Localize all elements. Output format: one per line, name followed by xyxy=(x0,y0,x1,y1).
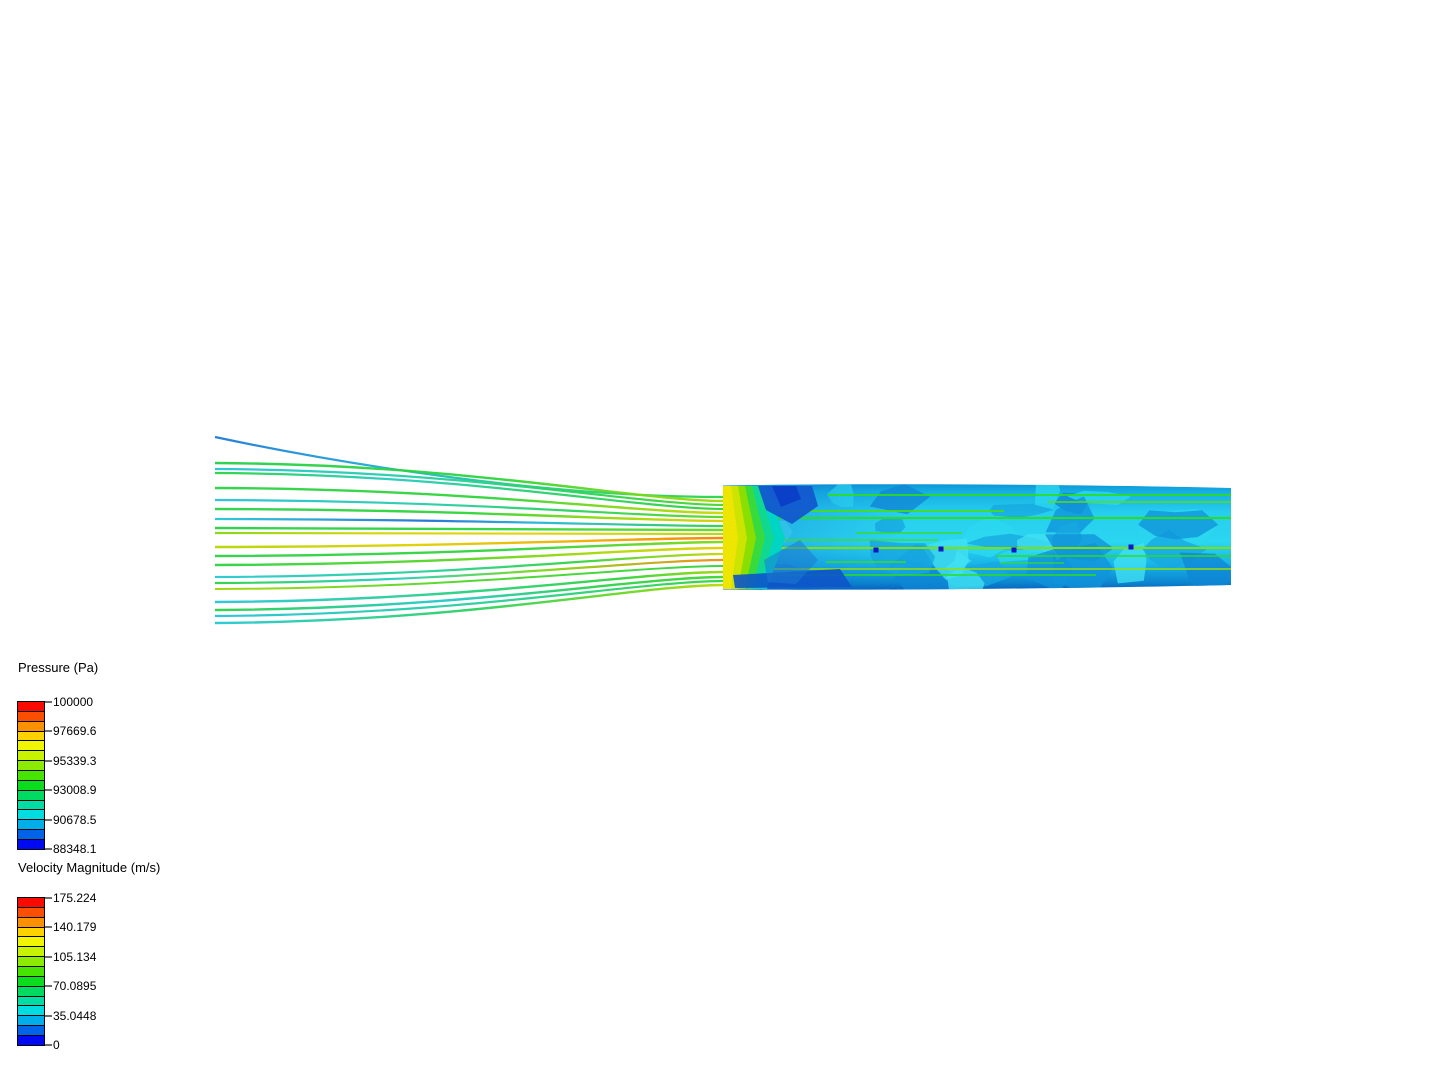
pressure-colorbar-segment xyxy=(18,800,44,811)
pressure-tick-label: 93008.9 xyxy=(53,783,97,798)
velocity-colorbar-segment xyxy=(18,898,44,908)
velocity-colorbar-segment xyxy=(18,957,44,968)
pressure-tick-mark xyxy=(45,818,52,821)
pressure-contour-patch xyxy=(946,567,985,590)
streamline xyxy=(214,536,724,549)
pressure-colorbar-segment xyxy=(18,820,44,831)
streamline xyxy=(214,558,724,585)
velocity-tick-mark xyxy=(45,1044,52,1046)
streamline xyxy=(214,565,724,590)
streamline xyxy=(214,517,724,528)
streamline xyxy=(214,546,724,567)
velocity-tick-mark xyxy=(45,1014,52,1017)
pressure-tick-label: 97669.6 xyxy=(53,724,97,739)
inlet-pressure-band xyxy=(723,486,738,589)
streamline xyxy=(214,570,724,604)
pressure-colorbar-segment xyxy=(18,731,44,742)
pressure-contour-patch xyxy=(1026,547,1073,590)
pressure-colorbar-segment xyxy=(18,711,44,722)
velocity-colorbar-segment xyxy=(18,1016,44,1027)
pressure-tick-mark xyxy=(45,701,52,703)
pressure-tick-label: 90678.5 xyxy=(53,812,97,827)
pressure-legend-title: Pressure (Pa) xyxy=(18,660,99,675)
streamline xyxy=(214,540,724,558)
low-pressure-dot xyxy=(938,546,944,552)
velocity-colorbar-segment xyxy=(18,937,44,948)
low-pressure-dot xyxy=(873,547,879,553)
velocity-colorbar-segment xyxy=(18,927,44,938)
streamline xyxy=(214,486,724,515)
pressure-contour-patch xyxy=(989,503,1055,518)
velocity-colorbar-segment xyxy=(18,1036,44,1045)
pressure-colorbar-segment xyxy=(18,810,44,821)
pressure-legend: Pressure (Pa) 100000 97669.6 95339.3 93008.… xyxy=(17,660,177,860)
velocity-colorbar xyxy=(17,897,45,1046)
pressure-contour-patch xyxy=(1113,542,1147,584)
low-pressure-patch xyxy=(758,486,818,524)
streamline xyxy=(214,471,724,511)
velocity-colorbar-segment xyxy=(18,996,44,1007)
pressure-tick-mark xyxy=(45,789,52,792)
velocity-tick-label: 0 xyxy=(53,1038,60,1052)
streamline xyxy=(214,507,724,523)
streamline xyxy=(214,552,724,579)
velocity-tick-label: 70.0895 xyxy=(53,979,97,994)
pressure-contour-patch xyxy=(996,547,1049,563)
velocity-tick-mark xyxy=(45,985,52,988)
pressure-colorbar-segment xyxy=(18,761,44,772)
velocity-colorbar-segment xyxy=(18,1026,44,1037)
pressure-tick-mark xyxy=(45,730,52,733)
pressure-colorbar xyxy=(17,701,45,850)
pressure-colorbar-segment xyxy=(18,702,44,712)
pressure-colorbar-segment xyxy=(18,721,44,732)
velocity-tick-mark xyxy=(45,926,52,929)
pressure-colorbar-segment xyxy=(18,840,44,849)
velocity-colorbar-segment xyxy=(18,907,44,918)
pressure-tick-label: 95339.3 xyxy=(53,753,97,768)
velocity-colorbar-segment xyxy=(18,967,44,977)
streamline xyxy=(214,583,724,625)
velocity-colorbar-segment xyxy=(18,917,44,928)
pressure-tick-mark xyxy=(45,759,52,762)
low-pressure-patch xyxy=(764,540,818,584)
velocity-colorbar-segment xyxy=(18,947,44,958)
streamline xyxy=(214,498,724,519)
pressure-colorbar-segment xyxy=(18,771,44,781)
streamline xyxy=(214,467,724,507)
pressure-tick-mark xyxy=(45,848,52,850)
streamline xyxy=(214,575,724,612)
pressure-tick-label: 100000 xyxy=(53,695,94,709)
pressure-contour-patch xyxy=(1034,484,1061,510)
pressure-colorbar-segment xyxy=(18,751,44,762)
pressure-tick-label: 88348.1 xyxy=(53,842,97,856)
pressure-colorbar-segment xyxy=(18,790,44,801)
velocity-colorbar-segment xyxy=(18,1006,44,1017)
velocity-colorbar-segment xyxy=(18,976,44,987)
velocity-tick-label: 35.0448 xyxy=(53,1008,97,1023)
velocity-tick-mark xyxy=(45,897,52,899)
pressure-contour-patch xyxy=(1045,496,1095,533)
velocity-tick-label: 105.134 xyxy=(53,949,97,964)
streamline xyxy=(214,579,724,618)
low-pressure-dot xyxy=(1011,547,1017,553)
streamline xyxy=(214,531,724,536)
velocity-legend: Velocity Magnitude (m/s) 175.224 140.179 1… xyxy=(17,860,177,1060)
low-pressure-patch xyxy=(772,486,801,507)
velocity-tick-mark xyxy=(45,955,52,958)
low-pressure-dot xyxy=(1128,544,1134,550)
velocity-tick-label: 175.224 xyxy=(53,891,97,905)
pressure-colorbar-segment xyxy=(18,780,44,791)
streamline xyxy=(214,526,724,532)
streamline xyxy=(214,461,724,503)
pressure-colorbar-segment xyxy=(18,741,44,752)
velocity-colorbar-segment xyxy=(18,986,44,997)
pressure-colorbar-segment xyxy=(18,830,44,841)
velocity-tick-label: 140.179 xyxy=(53,920,97,935)
velocity-legend-title: Velocity Magnitude (m/s) xyxy=(18,860,161,875)
